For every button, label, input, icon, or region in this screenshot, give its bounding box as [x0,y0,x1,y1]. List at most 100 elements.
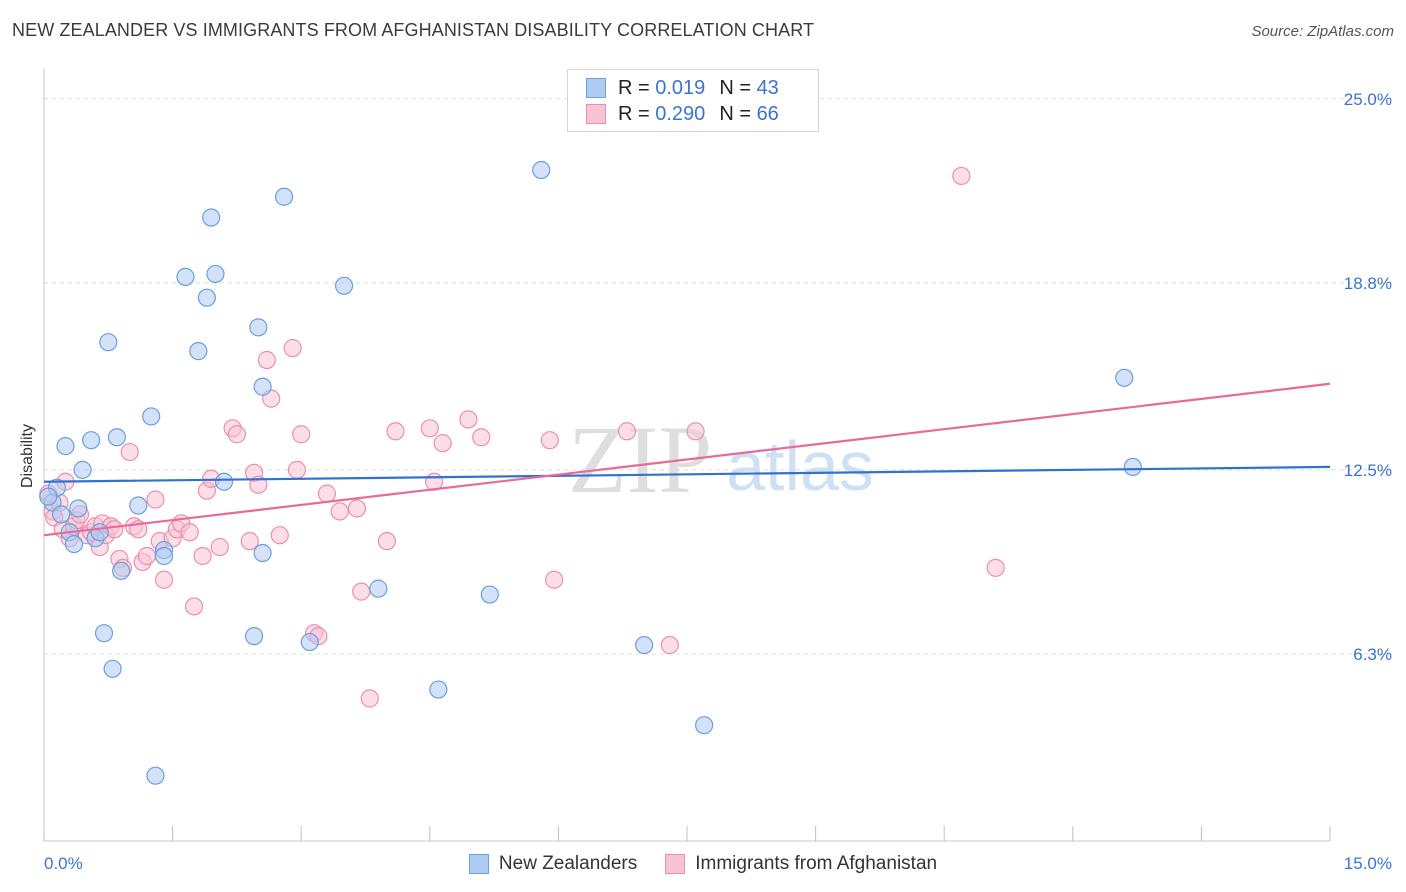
new-zealander-point [1123,457,1142,477]
afghanistan-point [210,537,229,557]
pink-swatch [586,104,606,124]
new-zealander-point [107,428,126,447]
afghanistan-point [347,499,367,518]
new-zealander-point [176,267,195,286]
afghanistan-point [459,410,478,429]
r-value: 0.290 [655,102,706,125]
new-zealander-point [56,437,75,456]
n-label: N = [719,102,751,125]
x-tick-label: 0.0% [44,854,83,873]
afghanistan-point [120,442,139,462]
afghanistan-point [292,425,311,444]
y-tick-label: 18.8% [1344,274,1392,293]
afghanistan-point [545,570,564,589]
legend-item-new-zealanders[interactable]: New Zealanders [468,853,638,875]
new-zealander-point [189,342,208,361]
new-zealander-point [369,579,388,598]
afghanistan-point [240,532,259,551]
afghanistan-point [146,490,165,509]
new-zealander-point [214,472,234,491]
afghanistan-point [472,428,491,447]
legend-label: Immigrants from Afghanistan [695,853,938,874]
afghanistan-point [360,689,379,708]
new-zealander-point [635,635,654,655]
blue-swatch [468,854,489,874]
new-zealander-point [274,187,294,206]
n-label: N = [719,76,751,99]
afghanistan-point [105,520,124,539]
afghanistan-point [184,597,204,616]
r-label: R = [618,76,650,99]
afghanistan-point [193,546,212,566]
new-zealander-trendline [43,465,1331,483]
new-zealander-point [94,624,114,643]
afghanistan-point [433,434,452,453]
new-zealander-point [253,543,272,563]
chart-title: NEW ZEALANDER VS IMMIGRANTS FROM AFGHANI… [12,20,815,40]
new-zealander-point [52,505,71,524]
afghanistan-point [540,431,559,450]
new-zealander-point [244,627,264,646]
afghanistan-point [352,582,371,601]
new-zealander-point [99,333,118,352]
afghanistan-point [317,484,337,503]
afghanistan-point [257,350,277,370]
new-zealander-point [334,276,354,295]
stats-legend: R = 0.019 N = 43 R = 0.290 N = 66 [567,69,819,132]
afghanistan-point [154,570,174,589]
legend-label: New Zealanders [498,853,638,874]
new-zealander-point [129,496,148,515]
new-zealander-point [69,499,88,518]
afghanistan-point [180,523,199,542]
afghanistan-trendline [43,382,1331,537]
afghanistan-point [952,166,971,186]
afghanistan-point [386,422,405,441]
r-value: 0.019 [655,76,706,99]
new-zealander-point [82,431,101,450]
y-tick-label: 12.5% [1344,461,1392,480]
new-zealander-point [154,546,174,566]
new-zealander-point [39,487,58,506]
blue-swatch [586,78,606,98]
afghanistan-point [270,526,289,545]
afghanistan-point [137,546,156,566]
afghanistan-point [617,422,637,441]
n-value: 43 [756,76,779,99]
new-zealander-point [146,766,165,785]
afghanistan-point [287,460,307,479]
n-value: 66 [756,102,779,125]
new-zealander-point [253,377,272,396]
new-zealander-point [64,535,84,554]
afghanistan-point [420,419,439,438]
new-zealander-point [480,585,499,604]
afghanistan-point [249,475,268,494]
watermark-atlas: atlas [726,427,874,505]
afghanistan-point [330,502,349,521]
series-legend: New Zealanders Immigrants from Afghanist… [0,851,1406,877]
pink-swatch [665,854,686,874]
new-zealander-point [695,716,714,735]
afghanistan-point [686,422,705,441]
x-tick-label: 15.0% [1344,854,1392,873]
new-zealander-point [249,318,268,337]
new-zealander-point [1115,368,1134,387]
new-zealander-point [532,160,551,180]
new-zealander-point [206,264,225,284]
legend-item-afghanistan[interactable]: Immigrants from Afghanistan [665,853,937,875]
new-zealander-point [197,288,216,307]
new-zealander-point [90,523,109,542]
new-zealander-point [73,460,92,479]
r-label: R = [618,102,650,125]
afghanistan-point [986,558,1005,577]
y-tick-label: 6.3% [1353,645,1392,664]
new-zealander-point [202,208,221,227]
stats-row-afghanistan: R = 0.290 N = 66 [586,102,779,126]
afghanistan-point [377,532,397,551]
new-zealander-point [429,680,448,699]
new-zealander-point [300,632,319,652]
afghanistan-point [283,339,302,358]
new-zealander-point [112,561,131,580]
afghanistan-point [660,635,679,655]
new-zealander-point [103,659,122,678]
